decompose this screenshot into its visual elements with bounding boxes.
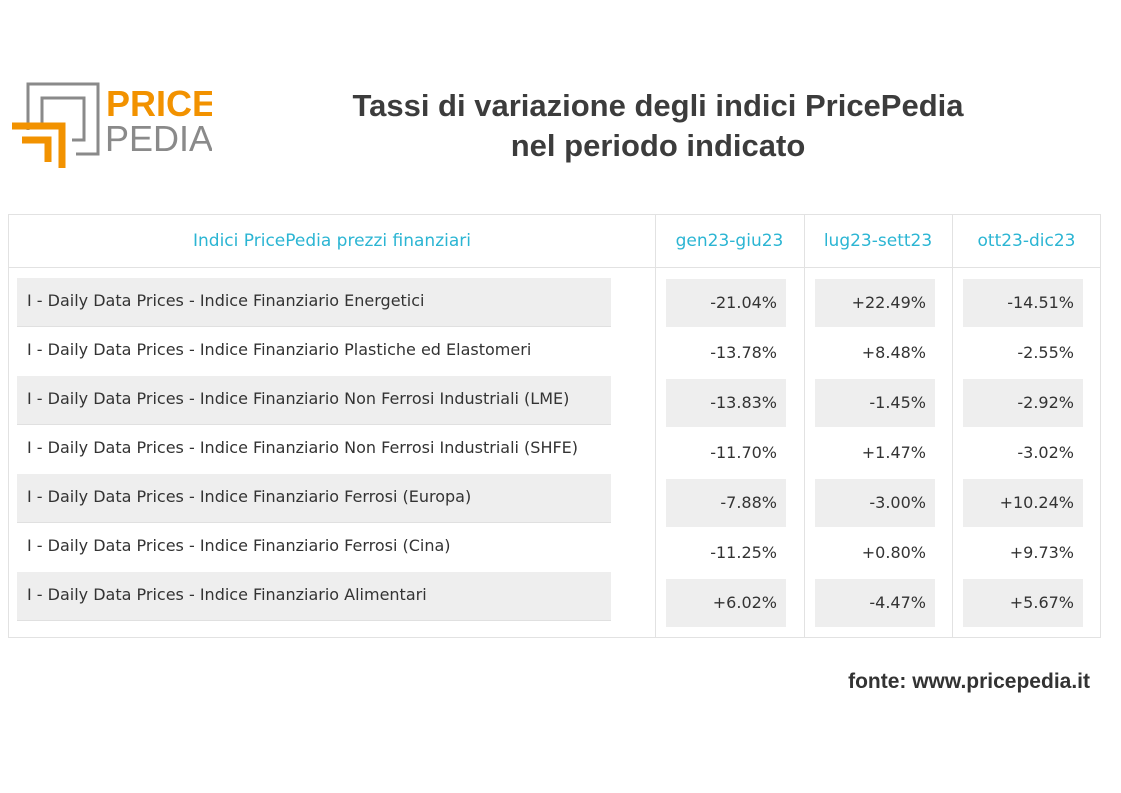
value-cell: -3.02% [1017,443,1074,462]
row-label: I - Daily Data Prices - Indice Finanziar… [17,376,611,425]
value-cell: -2.55% [1017,343,1074,362]
header-period-3: ott23-dic23 [977,231,1076,251]
column-divider [655,215,656,637]
row-label: I - Daily Data Prices - Indice Finanziar… [17,278,611,327]
column-divider [952,215,953,637]
row-label: I - Daily Data Prices - Indice Finanziar… [27,536,451,555]
value-cell: -7.88% [666,479,786,527]
data-table: Indici PricePedia prezzi finanziari gen2… [8,214,1101,638]
value-cell: -1.45% [815,379,935,427]
header-period-2: lug23-sett23 [823,231,933,251]
value-cell: +22.49% [815,279,935,327]
value-cell: +1.47% [861,443,926,462]
row-label: I - Daily Data Prices - Indice Finanziar… [27,438,579,457]
logo-text-pedia: PEDIA [105,118,212,159]
title-line-2: nel periodo indicato [510,128,806,163]
title-line-1: Tassi di variazione degli indici PricePe… [352,88,964,123]
row-label: I - Daily Data Prices - Indice Finanziar… [17,474,611,523]
source-note: fonte: www.pricepedia.it [848,670,1090,693]
pricepedia-logo-mark: PRICE PEDIA [12,82,216,168]
value-cell: +9.73% [1009,543,1074,562]
value-cell: -2.92% [963,379,1083,427]
row-label: I - Daily Data Prices - Indice Finanziar… [17,572,611,621]
value-cell: -13.83% [666,379,786,427]
value-cell: -21.04% [666,279,786,327]
row-label: I - Daily Data Prices - Indice Finanziar… [27,340,532,359]
header-indices: Indici PricePedia prezzi finanziari [193,231,471,251]
pricepedia-logo: PRICE PEDIA [12,80,216,176]
value-cell: -11.70% [710,443,777,462]
value-cell: +0.80% [861,543,926,562]
page-title: Tassi di variazione degli indici PricePe… [258,86,1058,166]
header-divider [9,267,1100,268]
value-cell: -13.78% [710,343,777,362]
value-cell: +6.02% [666,579,786,627]
value-cell: +8.48% [861,343,926,362]
logo-text-price: PRICE [106,83,212,124]
value-cell: +10.24% [963,479,1083,527]
value-cell: -4.47% [815,579,935,627]
value-cell: -14.51% [963,279,1083,327]
value-cell: -11.25% [710,543,777,562]
column-divider [804,215,805,637]
value-cell: +5.67% [963,579,1083,627]
value-cell: -3.00% [815,479,935,527]
header-period-1: gen23-giu23 [675,231,784,251]
